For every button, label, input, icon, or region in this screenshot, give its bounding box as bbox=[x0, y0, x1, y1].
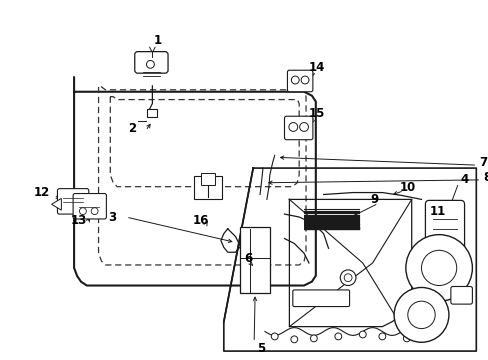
Circle shape bbox=[344, 274, 351, 282]
Text: 11: 11 bbox=[429, 204, 446, 218]
FancyBboxPatch shape bbox=[284, 116, 312, 140]
Text: 8: 8 bbox=[482, 171, 488, 184]
Text: 12: 12 bbox=[34, 186, 50, 199]
Circle shape bbox=[378, 333, 385, 340]
Bar bbox=[147, 109, 157, 117]
Polygon shape bbox=[224, 168, 475, 351]
Bar bbox=[240, 227, 269, 293]
Circle shape bbox=[299, 123, 308, 131]
Circle shape bbox=[146, 60, 154, 68]
Circle shape bbox=[291, 76, 299, 84]
Text: 6: 6 bbox=[244, 252, 252, 265]
Text: 3: 3 bbox=[108, 211, 116, 224]
Circle shape bbox=[393, 288, 448, 342]
FancyBboxPatch shape bbox=[425, 201, 464, 252]
Circle shape bbox=[301, 76, 308, 84]
FancyBboxPatch shape bbox=[287, 70, 312, 92]
Text: 10: 10 bbox=[399, 181, 415, 194]
Circle shape bbox=[405, 235, 471, 301]
Text: 14: 14 bbox=[308, 61, 325, 74]
Bar bbox=[194, 176, 222, 199]
Circle shape bbox=[290, 336, 297, 343]
FancyBboxPatch shape bbox=[73, 194, 106, 219]
Circle shape bbox=[271, 333, 278, 340]
Circle shape bbox=[80, 208, 86, 215]
Text: 7: 7 bbox=[478, 156, 486, 169]
Circle shape bbox=[310, 335, 317, 342]
Text: 5: 5 bbox=[256, 342, 264, 355]
Text: 16: 16 bbox=[193, 215, 209, 228]
Circle shape bbox=[403, 335, 409, 342]
Circle shape bbox=[288, 123, 297, 131]
Circle shape bbox=[340, 270, 355, 285]
FancyBboxPatch shape bbox=[292, 290, 349, 307]
Circle shape bbox=[359, 331, 366, 338]
Text: 4: 4 bbox=[460, 173, 468, 186]
Text: 9: 9 bbox=[369, 193, 378, 206]
FancyBboxPatch shape bbox=[57, 189, 89, 214]
Polygon shape bbox=[51, 198, 61, 210]
Text: 15: 15 bbox=[308, 107, 325, 120]
Circle shape bbox=[91, 208, 98, 215]
FancyBboxPatch shape bbox=[135, 51, 168, 73]
Text: 2: 2 bbox=[127, 122, 136, 135]
Circle shape bbox=[421, 250, 456, 285]
Bar bbox=[201, 173, 215, 185]
Text: 1: 1 bbox=[153, 34, 161, 48]
FancyBboxPatch shape bbox=[450, 287, 471, 304]
Circle shape bbox=[334, 333, 341, 340]
Text: 13: 13 bbox=[71, 215, 87, 228]
Circle shape bbox=[407, 301, 434, 329]
